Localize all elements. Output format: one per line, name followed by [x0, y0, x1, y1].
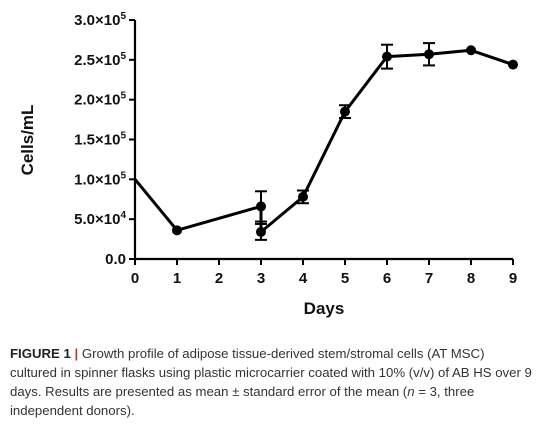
data-point — [256, 201, 266, 212]
x-tick-label: 1 — [173, 270, 181, 287]
y-axis-title: Cells/mL — [18, 105, 37, 176]
y-tick-label-exponent: 5 — [120, 170, 126, 181]
x-tick-label: 2 — [215, 270, 223, 287]
data-point — [508, 59, 518, 70]
y-tick-label-exponent: 5 — [120, 11, 126, 22]
x-tick-label: 6 — [383, 270, 391, 287]
y-tick-label-exponent: 5 — [120, 131, 126, 142]
y-tick-label-main: 0.0 — [105, 251, 126, 268]
series-layer — [133, 42, 518, 241]
x-tick-label: 0 — [131, 270, 139, 287]
y-tick-label: 5.0×104 — [74, 210, 126, 228]
y-tick-label: 0.0 — [105, 251, 126, 268]
data-point — [172, 225, 182, 236]
y-tick-label: 1.5×105 — [74, 131, 126, 149]
y-tick-label: 2.5×105 — [74, 51, 126, 69]
caption-separator: | — [74, 346, 79, 361]
axes — [133, 20, 513, 261]
y-tick-label-exponent: 5 — [120, 91, 126, 102]
x-tick-label: 7 — [425, 270, 433, 287]
series-line — [133, 48, 514, 234]
data-point — [466, 45, 476, 56]
y-ticks: 0.05.0×1041.0×1051.5×1052.0×1052.5×1053.… — [74, 11, 135, 268]
data-point — [298, 191, 308, 202]
y-tick-label-main: 2.0×10 — [74, 92, 120, 109]
y-tick-label: 1.0×105 — [74, 170, 126, 188]
caption-text-1: Growth profile of adipose tissue-derived… — [10, 346, 532, 399]
x-tick-label: 5 — [341, 270, 349, 287]
y-tick-label-exponent: 5 — [120, 51, 126, 62]
caption-label: FIGURE 1 — [10, 346, 71, 361]
x-tick-label: 3 — [257, 270, 265, 287]
caption-text-2: = 3, three independent donors). — [10, 384, 475, 418]
y-tick-label: 2.0×105 — [74, 91, 126, 109]
x-tick-label: 8 — [467, 270, 475, 287]
data-point — [424, 49, 434, 60]
caption-n-symbol: n — [407, 384, 415, 399]
data-point — [382, 51, 392, 62]
y-tick-label: 3.0×105 — [74, 11, 126, 29]
y-tick-label-main: 1.5×10 — [74, 132, 120, 149]
x-axis-title: Days — [304, 299, 345, 318]
growth-chart: 0.05.0×1041.0×1051.5×1052.0×1052.5×1053.… — [18, 11, 518, 318]
x-tick-label: 9 — [509, 270, 517, 287]
y-tick-label-main: 5.0×10 — [74, 211, 120, 228]
y-tick-label-main: 3.0×10 — [74, 12, 120, 29]
y-tick-label-main: 2.5×10 — [74, 52, 120, 69]
data-point — [256, 226, 266, 237]
y-tick-label-main: 1.0×10 — [74, 171, 120, 188]
figure-caption: FIGURE 1 | Growth profile of adipose tis… — [10, 344, 532, 420]
data-point — [340, 106, 350, 117]
x-ticks: 0 1 2 3 4 5 6 7 8 9 — [131, 259, 517, 287]
y-tick-label-exponent: 4 — [120, 210, 126, 221]
x-tick-label: 4 — [299, 270, 308, 287]
